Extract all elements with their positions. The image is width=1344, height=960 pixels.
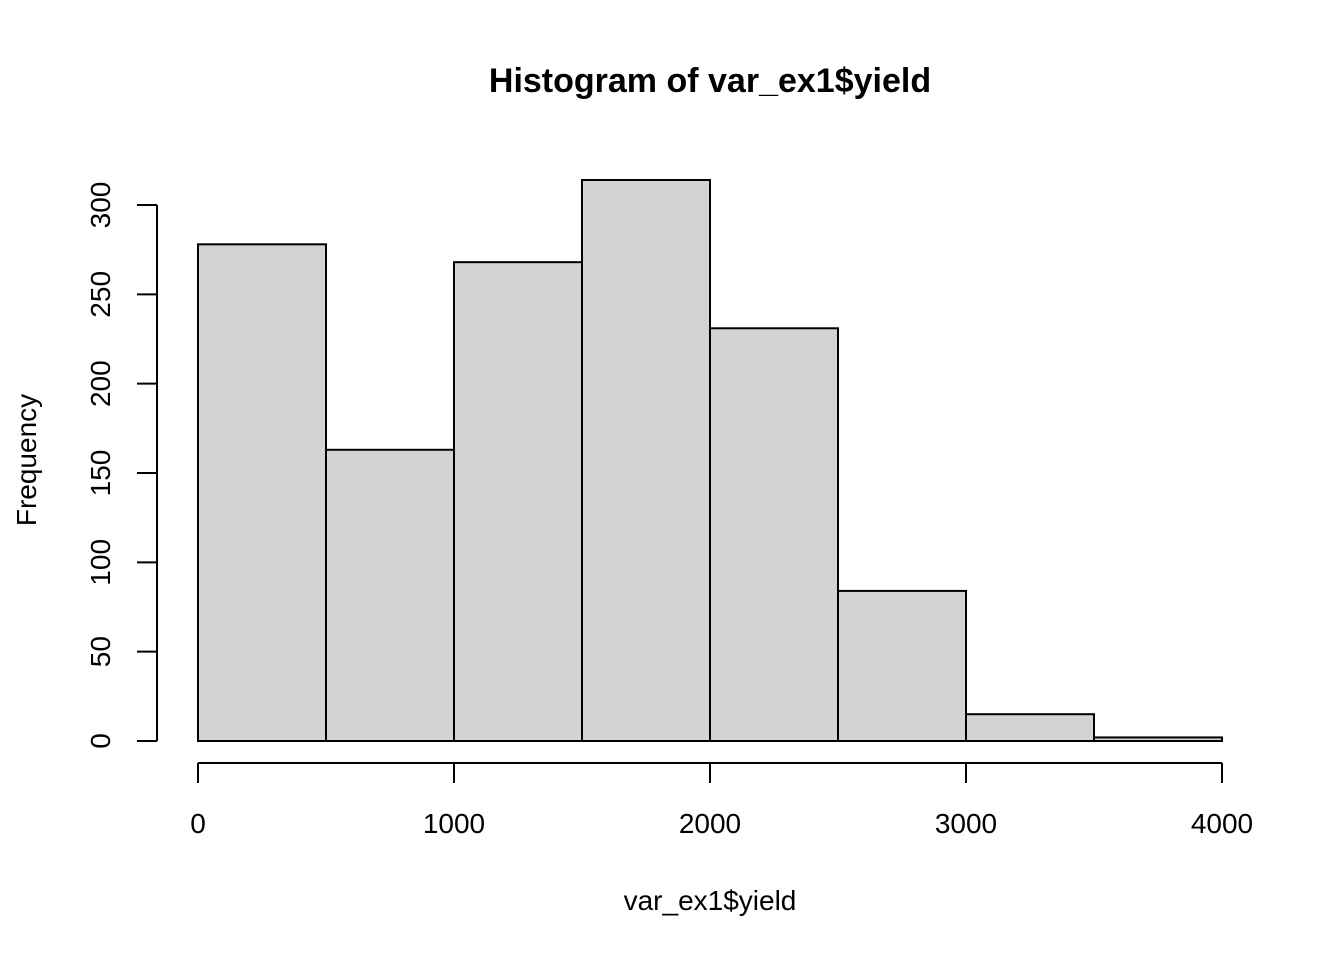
histogram-bar	[325, 448, 455, 742]
x-tick-label: 4000	[1191, 808, 1253, 839]
bars-group	[197, 179, 1223, 743]
histogram-bar	[197, 243, 327, 742]
histogram-bar	[837, 589, 967, 743]
x-tick-label: 3000	[935, 808, 997, 839]
y-tick-label: 200	[85, 360, 116, 407]
y-tick-label: 250	[85, 271, 116, 318]
histogram-bar	[965, 713, 1095, 742]
y-tick-label: 100	[85, 539, 116, 586]
histogram-bar	[1093, 736, 1223, 743]
histogram-bar	[581, 179, 711, 742]
x-axis: 0 1000 2000 3000 4000	[190, 762, 1253, 839]
y-tick-label: 50	[85, 636, 116, 667]
y-axis: 0 50 100 150 200 250 300	[85, 182, 158, 749]
histogram-bar	[453, 261, 583, 742]
x-tick-label: 0	[190, 808, 206, 839]
y-tick-label: 300	[85, 182, 116, 229]
y-tick-label: 0	[85, 733, 116, 749]
x-axis-label: var_ex1$yield	[624, 885, 797, 916]
chart-title: Histogram of var_ex1$yield	[489, 62, 931, 100]
histogram-bar	[709, 327, 839, 742]
y-tick-label: 150	[85, 450, 116, 497]
x-tick-label: 1000	[423, 808, 485, 839]
x-tick-label: 2000	[679, 808, 741, 839]
y-axis-label: Frequency	[11, 394, 42, 526]
